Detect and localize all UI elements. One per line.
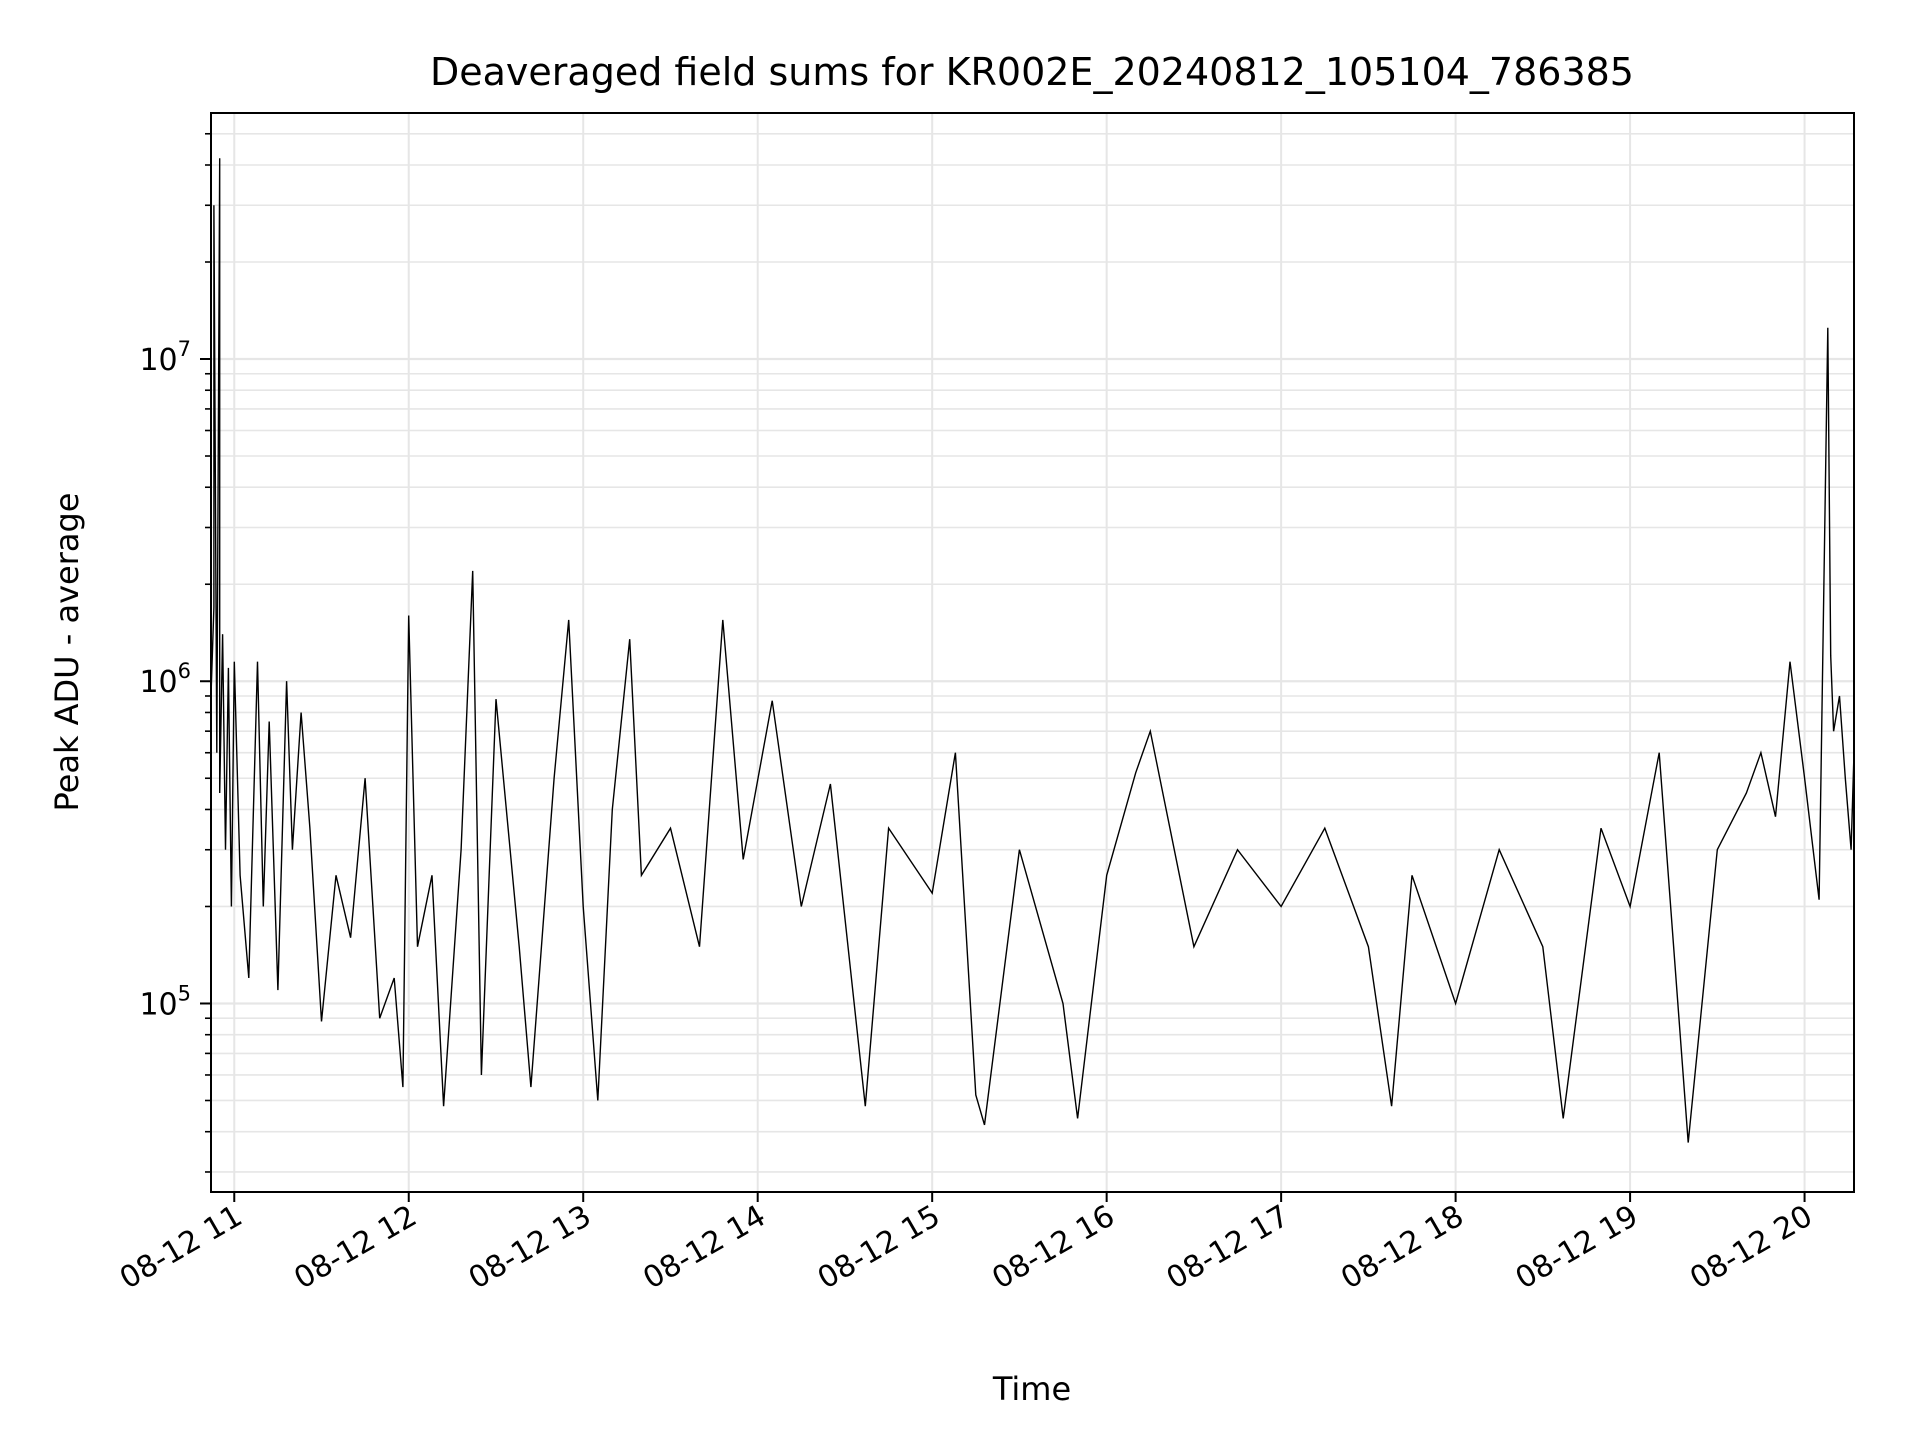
y-tick-label: 105 [139,981,191,1022]
x-tick-label: 08-12 16 [986,1199,1120,1297]
x-tick-label: 08-12 17 [1161,1199,1295,1297]
x-tick-label: 08-12 11 [114,1199,248,1297]
x-tick-label: 08-12 13 [463,1199,597,1297]
x-tick-label: 08-12 19 [1510,1199,1644,1297]
y-axis: 105 106 107 [139,132,211,1173]
x-tick-label: 08-12 14 [637,1199,771,1297]
x-tick-label: 08-12 18 [1335,1199,1469,1297]
chart-title: Deaveraged field sums for KR002E_2024081… [430,50,1634,94]
x-axis: 08-12 11 08-12 12 08-12 13 08-12 14 08-12 15… [114,1192,1819,1296]
x-tick-label: 08-12 12 [288,1199,422,1297]
y-tick-label: 107 [139,337,191,378]
y-tick-label: 106 [139,659,191,700]
x-tick-label: 08-12 20 [1684,1199,1818,1297]
series-line [210,158,1855,1143]
x-tick-label: 08-12 15 [812,1199,946,1297]
plot-frame [210,112,1855,1193]
x-axis-label: Time [992,1370,1071,1408]
y-axis-label: Peak ADU - average [48,493,86,812]
series-area [210,158,1855,1143]
grid-lines [211,113,1854,1192]
